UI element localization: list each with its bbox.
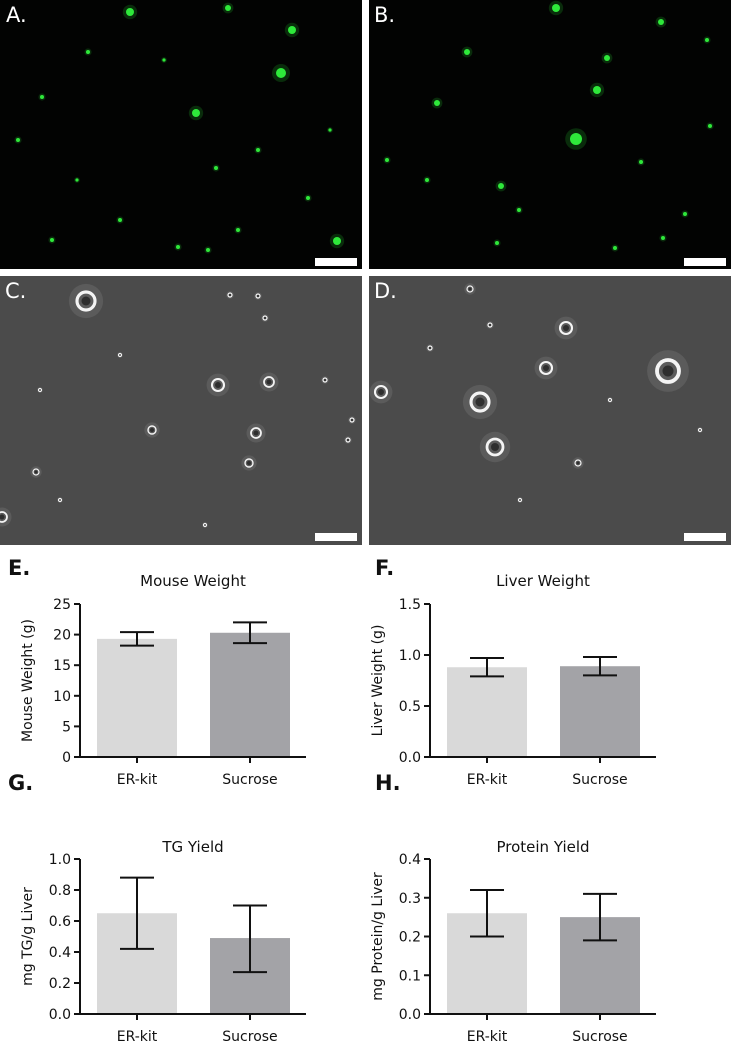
y-tick-label: 0.1 [399, 968, 421, 984]
panel-label-a: A. [6, 3, 27, 27]
y-tick-label: 0.6 [49, 914, 71, 930]
y-tick-label: 0.2 [49, 976, 71, 992]
y-axis-label: Mouse Weight (g) [20, 619, 36, 742]
micrograph-c: C. [0, 276, 362, 545]
y-tick-label: 0.0 [49, 1007, 71, 1023]
x-tick-label: Sucrose [572, 772, 627, 788]
y-tick-label: 1.5 [399, 597, 421, 613]
y-tick-label: 0.4 [399, 852, 421, 868]
y-tick-label: 10 [53, 689, 71, 705]
x-tick-label: Sucrose [222, 1029, 277, 1045]
x-tick-label: Sucrose [222, 772, 277, 788]
panel-label-d: D. [374, 279, 397, 303]
error-bar [233, 621, 267, 645]
panel-label-c: C. [5, 279, 27, 303]
scale-bar-c [315, 533, 357, 541]
x-tick-label: ER-kit [117, 772, 158, 788]
chart-mouse-weight: Mouse Weight Mouse Weight (g) ER-kit Sucros… [0, 560, 366, 788]
chart-title: TG Yield [161, 838, 223, 856]
error-bar [583, 892, 617, 942]
y-axis-label: mg TG/g Liver [20, 887, 36, 986]
x-tick-label: Sucrose [572, 1029, 627, 1045]
scale-bar-b [684, 258, 726, 266]
y-tick-label: 25 [53, 597, 71, 613]
chart-title: Liver Weight [496, 572, 590, 590]
panel-label-b: B. [374, 3, 396, 27]
chart-tg-yield: TG Yield mg TG/g Liver ER-kit Sucrose 0.0 0.2… [0, 815, 366, 1050]
micrograph-a: A. [0, 0, 362, 269]
y-tick-label: 0.8 [49, 883, 71, 899]
y-axis-label: Liver Weight (g) [370, 625, 386, 737]
y-tick-label: 0.4 [49, 945, 71, 961]
scale-bar-a [315, 258, 357, 266]
scale-bar-d [684, 533, 726, 541]
panel-label-h: H. [375, 771, 401, 795]
error-bar [233, 904, 267, 974]
y-tick-label: 0.3 [399, 891, 421, 907]
panel-label-e: E. [8, 556, 31, 580]
y-tick-label: 20 [53, 628, 71, 644]
x-tick-label: ER-kit [117, 1029, 158, 1045]
y-axis-label: mg Protein/g Liver [370, 872, 386, 1001]
chart-title: Mouse Weight [140, 572, 246, 590]
panel-label-g: G. [8, 771, 34, 795]
bar-sucrose [560, 666, 640, 757]
y-tick-label: 0.5 [399, 699, 421, 715]
x-tick-label: ER-kit [467, 772, 508, 788]
y-tick-label: 0.2 [399, 930, 421, 946]
panel-label-f: F. [375, 556, 395, 580]
y-tick-label: 1.0 [399, 648, 421, 664]
y-tick-label: 0.0 [399, 1007, 421, 1023]
chart-liver-weight: Liver Weight Liver Weight (g) ER-kit Sucros… [366, 560, 731, 788]
bar-er-kit [447, 667, 527, 757]
error-bar [120, 876, 154, 950]
error-bar [583, 656, 617, 677]
y-tick-label: 15 [53, 658, 71, 674]
error-bar [470, 657, 504, 678]
bar-sucrose [210, 632, 290, 757]
chart-title: Protein Yield [496, 838, 589, 856]
chart-protein-yield: Protein Yield mg Protein/g Liver ER-kit Suc… [366, 815, 731, 1050]
y-tick-label: 0 [62, 750, 71, 766]
micrograph-b: B. [369, 0, 731, 269]
error-bar [120, 631, 154, 647]
x-tick-label: ER-kit [467, 1029, 508, 1045]
y-tick-label: 0.0 [399, 750, 421, 766]
micrograph-d: D. [369, 276, 731, 545]
y-tick-label: 1.0 [49, 852, 71, 868]
error-bar [470, 889, 504, 938]
y-tick-label: 5 [62, 719, 71, 735]
bar-er-kit [97, 638, 177, 757]
